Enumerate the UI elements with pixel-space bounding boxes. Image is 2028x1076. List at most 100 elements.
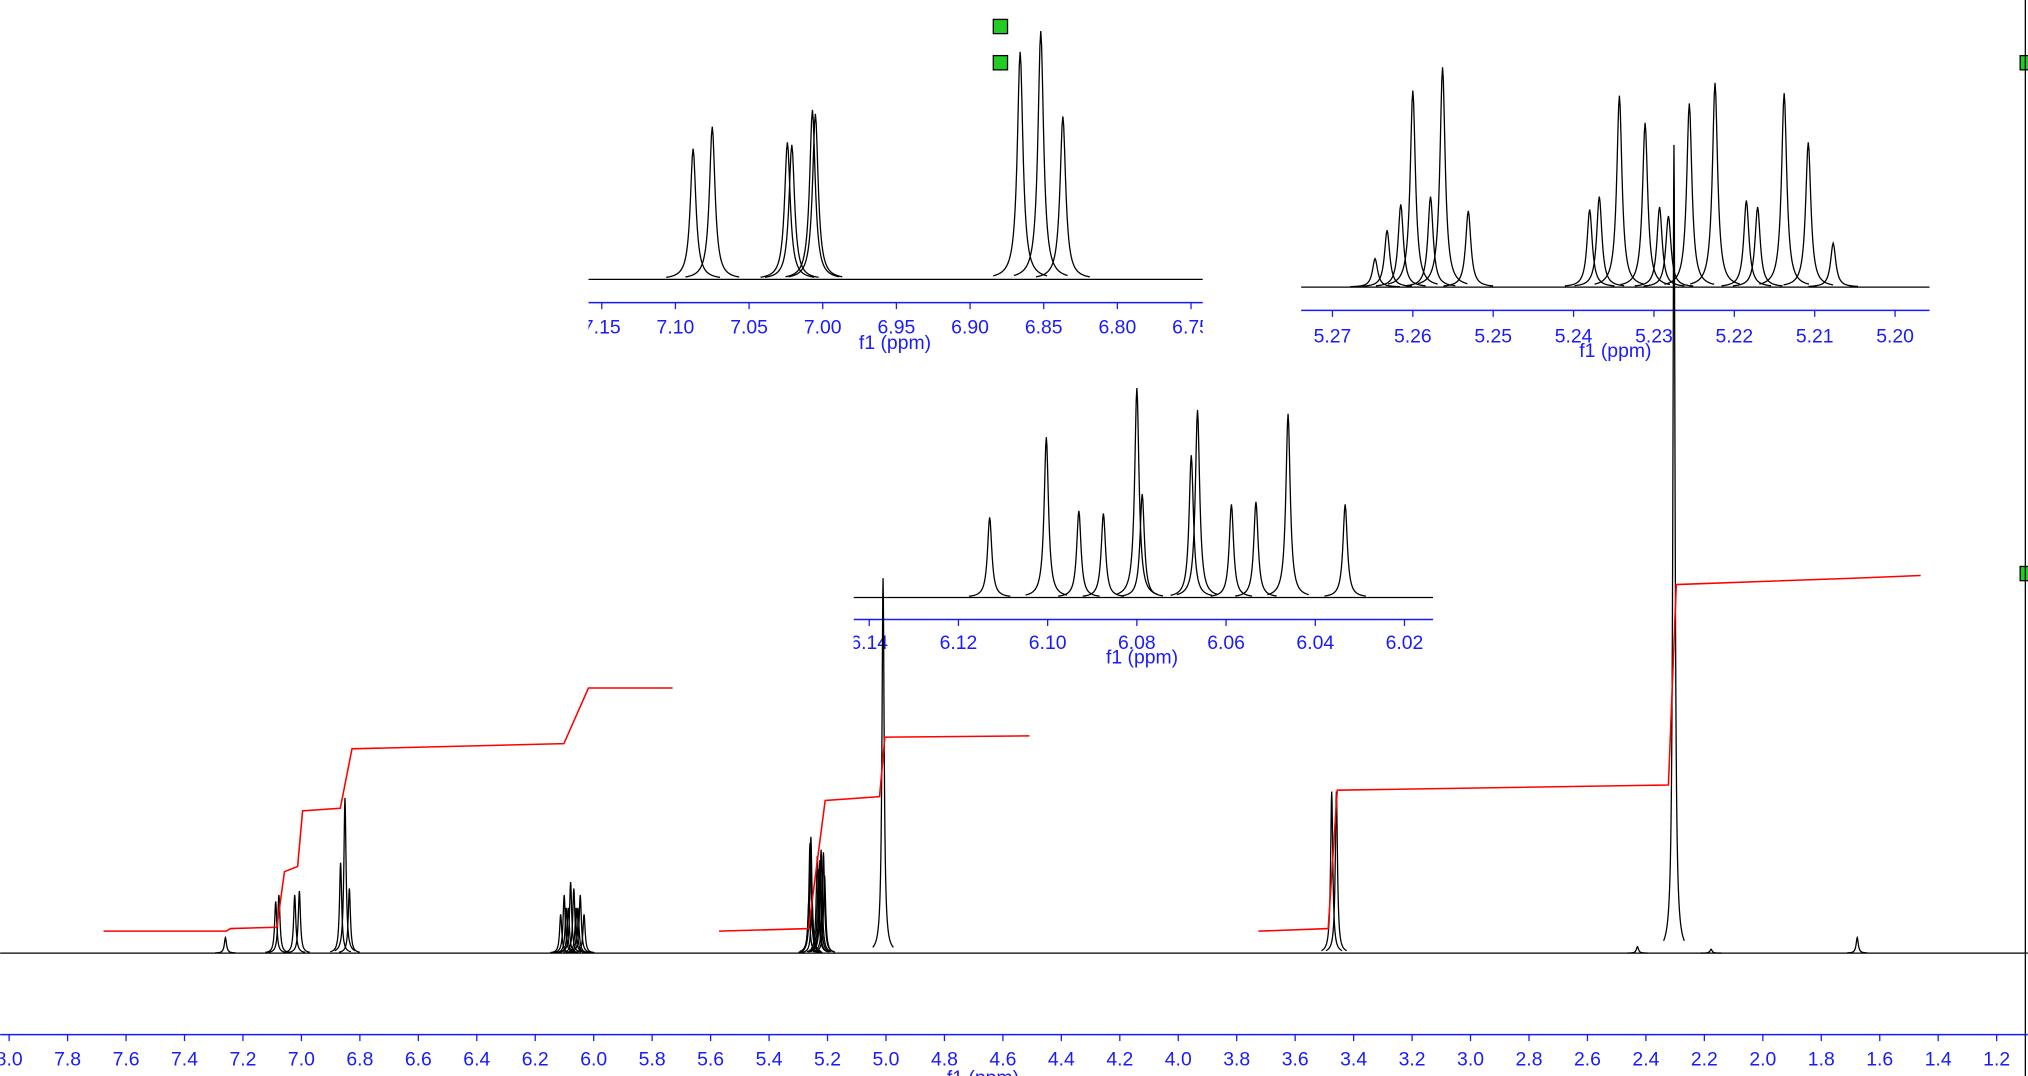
x-tick-label: 4.4 xyxy=(1048,1049,1075,1071)
peak xyxy=(1035,116,1090,278)
peak xyxy=(560,881,582,953)
peak xyxy=(288,891,310,953)
peak xyxy=(1176,409,1219,596)
peak xyxy=(334,797,356,952)
x-tick-label: 6.02 xyxy=(1386,632,1424,654)
x-tick-label: 5.23 xyxy=(1635,326,1673,348)
peak xyxy=(215,935,236,954)
integral-curve xyxy=(719,735,1030,932)
peak xyxy=(760,142,815,278)
handle[interactable] xyxy=(992,18,1009,35)
x-tick-label: 1.2 xyxy=(1983,1049,2010,1071)
peak xyxy=(993,51,1048,277)
x-tick-label: 6.12 xyxy=(940,632,978,654)
peak xyxy=(810,849,832,953)
peak xyxy=(1170,455,1213,596)
spectrum-panel: 7.15 7.10 7.05 7.00 6.95 6.90 6.85 6.80 6.75 f1 (… xyxy=(583,31,1210,354)
spectrum-panel: 5.27 5.26 5.25 5.24 5.23 5.22 5.21 5.20 f1 (ppm) xyxy=(1301,67,1930,362)
peak xyxy=(1082,513,1125,597)
x-tick-label: 2.0 xyxy=(1749,1049,1776,1071)
x-tick-label: 7.15 xyxy=(583,317,621,339)
x-tick-label: 6.04 xyxy=(1296,632,1334,654)
peak xyxy=(1325,791,1348,952)
peak xyxy=(330,862,352,953)
peak xyxy=(573,914,595,954)
handle[interactable] xyxy=(992,54,1009,71)
x-tick-label: 6.80 xyxy=(1099,317,1137,339)
peak xyxy=(268,894,290,953)
peak xyxy=(1350,257,1400,288)
x-tick-label: 5.25 xyxy=(1474,326,1512,348)
peak xyxy=(1643,215,1694,287)
peak xyxy=(1324,504,1366,597)
spectrum-panel: 6.14 6.12 6.10 6.08 6.06 6.04 6.02 f1 (ppm) xyxy=(850,387,1434,668)
x-tick-label: 7.6 xyxy=(113,1049,140,1071)
handle[interactable] xyxy=(2019,565,2028,582)
x-tick-label: 5.20 xyxy=(1876,326,1914,348)
peak xyxy=(1690,82,1741,285)
peak xyxy=(1121,493,1164,597)
x-tick-label: 2.6 xyxy=(1574,1049,1601,1071)
x-tick-label: 6.6 xyxy=(405,1049,432,1071)
peak xyxy=(1808,240,1859,288)
peak xyxy=(1387,90,1438,285)
x-tick-label: 6.90 xyxy=(951,317,989,339)
peak xyxy=(764,144,819,278)
peak xyxy=(1362,230,1412,287)
x-tick-label: 3.2 xyxy=(1399,1049,1426,1071)
x-tick-label: 4.8 xyxy=(931,1049,958,1071)
x-axis-label: f1 (ppm) xyxy=(1579,340,1651,362)
x-tick-label: 5.4 xyxy=(756,1049,783,1071)
x-tick-label: 6.10 xyxy=(1029,632,1067,654)
x-tick-label: 4.0 xyxy=(1165,1049,1192,1071)
x-tick-label: 1.4 xyxy=(1925,1049,1952,1071)
peak xyxy=(1663,144,1685,941)
x-tick-label: 6.06 xyxy=(1207,632,1245,654)
x-tick-label: 3.4 xyxy=(1340,1049,1367,1071)
peak xyxy=(1594,95,1645,285)
x-tick-label: 5.21 xyxy=(1796,326,1834,348)
x-tick-label: 2.4 xyxy=(1632,1049,1659,1071)
x-tick-label: 8.0 xyxy=(0,1049,23,1071)
x-tick-label: 6.14 xyxy=(850,632,888,654)
x-axis-label: f1 (ppm) xyxy=(1106,646,1178,668)
x-tick-label: 5.22 xyxy=(1715,326,1753,348)
x-tick-label: 4.2 xyxy=(1106,1049,1133,1071)
peak xyxy=(1732,206,1783,287)
x-tick-label: 6.8 xyxy=(346,1049,373,1071)
x-tick-label: 6.2 xyxy=(522,1049,549,1071)
x-tick-label: 6.08 xyxy=(1118,632,1156,654)
x-tick-label: 3.0 xyxy=(1457,1049,1484,1071)
peak xyxy=(1443,210,1494,287)
peak xyxy=(1627,945,1648,954)
peak xyxy=(968,517,1011,597)
integral-curve xyxy=(103,687,673,932)
x-tick-label: 6.75 xyxy=(1172,317,1210,339)
peak xyxy=(1574,196,1625,287)
x-tick-label: 5.27 xyxy=(1314,326,1352,348)
x-tick-label: 4.6 xyxy=(989,1049,1016,1071)
x-tick-label: 6.4 xyxy=(463,1049,490,1071)
x-tick-label: 6.85 xyxy=(1025,317,1063,339)
x-tick-label: 3.8 xyxy=(1223,1049,1250,1071)
peak xyxy=(1759,93,1810,285)
peak xyxy=(563,888,585,953)
peak xyxy=(1564,209,1615,287)
handle[interactable] xyxy=(2019,54,2028,71)
x-tick-label: 3.6 xyxy=(1282,1049,1309,1071)
x-tick-label: 5.26 xyxy=(1394,326,1432,348)
peak xyxy=(338,888,360,953)
x-tick-label: 7.10 xyxy=(657,317,695,339)
x-tick-label: 7.8 xyxy=(54,1049,81,1071)
peak xyxy=(1013,31,1068,277)
x-tick-label: 7.00 xyxy=(804,317,842,339)
peak xyxy=(1846,935,1868,954)
integral-curve xyxy=(1258,574,1921,932)
peak xyxy=(1267,413,1309,596)
peak xyxy=(1321,791,1343,952)
x-tick-label: 5.6 xyxy=(697,1049,724,1071)
peak xyxy=(1025,437,1068,596)
x-tick-label: 1.6 xyxy=(1866,1049,1893,1071)
